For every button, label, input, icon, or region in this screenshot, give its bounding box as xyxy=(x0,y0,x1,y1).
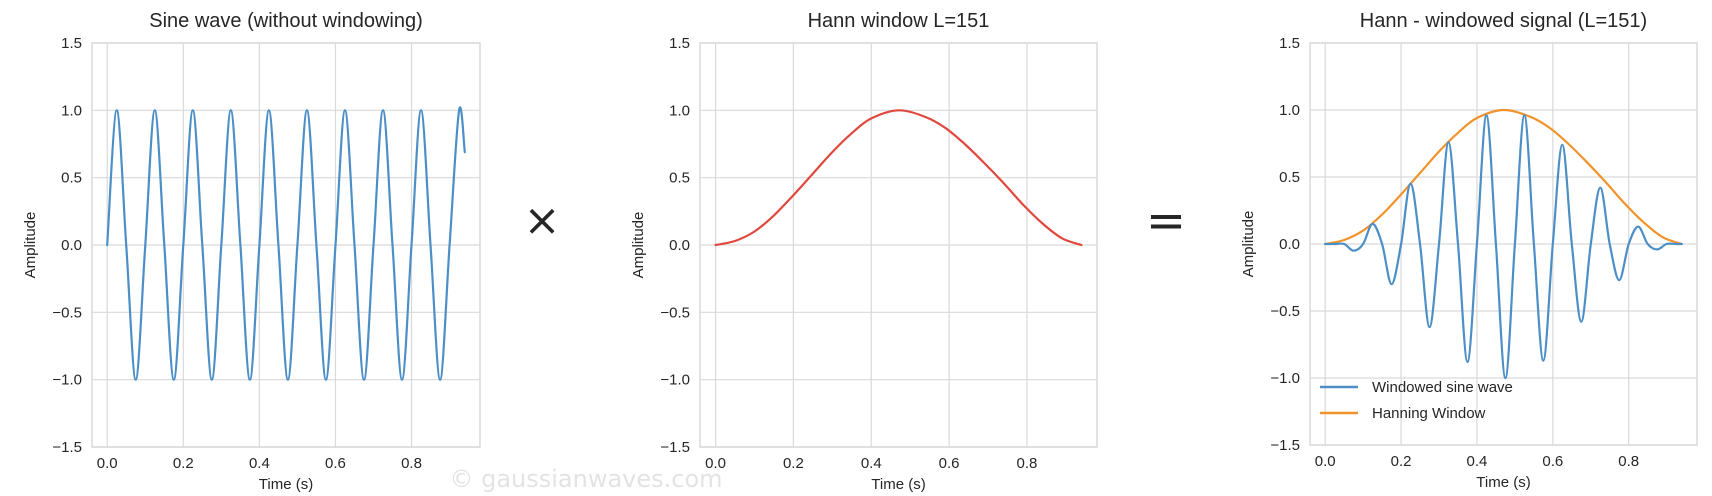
y-tick-label: −1.0 xyxy=(660,372,690,389)
y-tick-label: 0.0 xyxy=(61,237,82,254)
y-tick-label: 1.5 xyxy=(1279,35,1300,52)
y-tick-label: 1.0 xyxy=(669,102,690,119)
x-tick-label: 0.4 xyxy=(1467,453,1488,470)
chart-title: Sine wave (without windowing) xyxy=(149,10,422,32)
x-tick-label: 0.0 xyxy=(1315,453,1336,470)
y-tick-label: −1.0 xyxy=(1270,370,1300,387)
x-tick-label: 0.6 xyxy=(1542,453,1563,470)
plot-frame xyxy=(1309,42,1698,446)
x-tick-label: 0.6 xyxy=(325,455,346,472)
y-tick-label: −1.5 xyxy=(52,439,82,456)
x-tick-label: 0.2 xyxy=(783,455,804,472)
x-axis-label: Time (s) xyxy=(871,476,925,493)
chart-sine-wave: 0.0 0.2 0.4 0.6 0.8 −1.5 −1.0 −0.5 0.0 0.5 1.0 1.5 S… xyxy=(22,10,481,493)
y-tick-label: 0.5 xyxy=(669,170,690,187)
plot-frame xyxy=(91,42,481,448)
y-axis-label: Amplitude xyxy=(630,212,647,279)
x-tick-label: 0.8 xyxy=(401,455,422,472)
equals-symbol: = xyxy=(1146,193,1186,249)
series-line-hann-window xyxy=(714,109,1083,247)
y-tick-label: 1.0 xyxy=(1279,102,1300,119)
series-line-windowed-sine-wave xyxy=(1324,114,1683,380)
x-tick-label: 0.2 xyxy=(173,455,194,472)
series-line-hanning-window xyxy=(1324,108,1683,246)
y-tick-label: 1.5 xyxy=(669,35,690,52)
y-tick-label: 1.5 xyxy=(61,35,82,52)
series-line-sine-wave xyxy=(106,106,466,381)
x-tick-label: 0.2 xyxy=(1391,453,1412,470)
x-tick-label: 0.0 xyxy=(705,455,726,472)
y-tick-label: −0.5 xyxy=(660,304,690,321)
multiply-symbol: × xyxy=(524,195,561,246)
x-tick-label: 0.4 xyxy=(861,455,882,472)
x-tick-label: 0.8 xyxy=(1017,455,1038,472)
legend-label: Hanning Window xyxy=(1372,405,1486,422)
y-tick-label: 0.5 xyxy=(61,170,82,187)
x-tick-label: 0.0 xyxy=(97,455,118,472)
y-tick-label: −0.5 xyxy=(1270,303,1300,320)
chart-title: Hann window L=151 xyxy=(808,10,990,32)
chart-hann-window: 0.0 0.2 0.4 0.6 0.8 −1.5 −1.0 −0.5 0.0 0.5 1.0 1.5 H… xyxy=(630,10,1098,493)
x-tick-label: 0.8 xyxy=(1618,453,1639,470)
y-tick-label: 0.0 xyxy=(669,237,690,254)
x-tick-label: 0.6 xyxy=(939,455,960,472)
y-axis-label: Amplitude xyxy=(22,212,39,279)
y-tick-label: −1.0 xyxy=(52,372,82,389)
chart-windowed-signal: 0.0 0.2 0.4 0.6 0.8 −1.5 −1.0 −0.5 0.0 0.5 1.0 1.5 H… xyxy=(1240,10,1698,491)
x-tick-label: 0.4 xyxy=(249,455,270,472)
legend-label: Windowed sine wave xyxy=(1372,379,1513,396)
y-axis-label: Amplitude xyxy=(1240,211,1257,278)
y-tick-label: −0.5 xyxy=(52,304,82,321)
x-axis-label: Time (s) xyxy=(1476,474,1530,491)
chart-title: Hann - windowed signal (L=151) xyxy=(1360,10,1647,32)
y-tick-label: −1.5 xyxy=(660,439,690,456)
y-tick-label: 0.0 xyxy=(1279,236,1300,253)
x-axis-label: Time (s) xyxy=(259,476,313,493)
y-tick-label: 1.0 xyxy=(61,102,82,119)
plot-frame xyxy=(699,42,1098,448)
y-tick-label: −1.5 xyxy=(1270,437,1300,454)
y-tick-label: 0.5 xyxy=(1279,169,1300,186)
watermark-text: © gaussianwaves.com xyxy=(449,465,722,493)
